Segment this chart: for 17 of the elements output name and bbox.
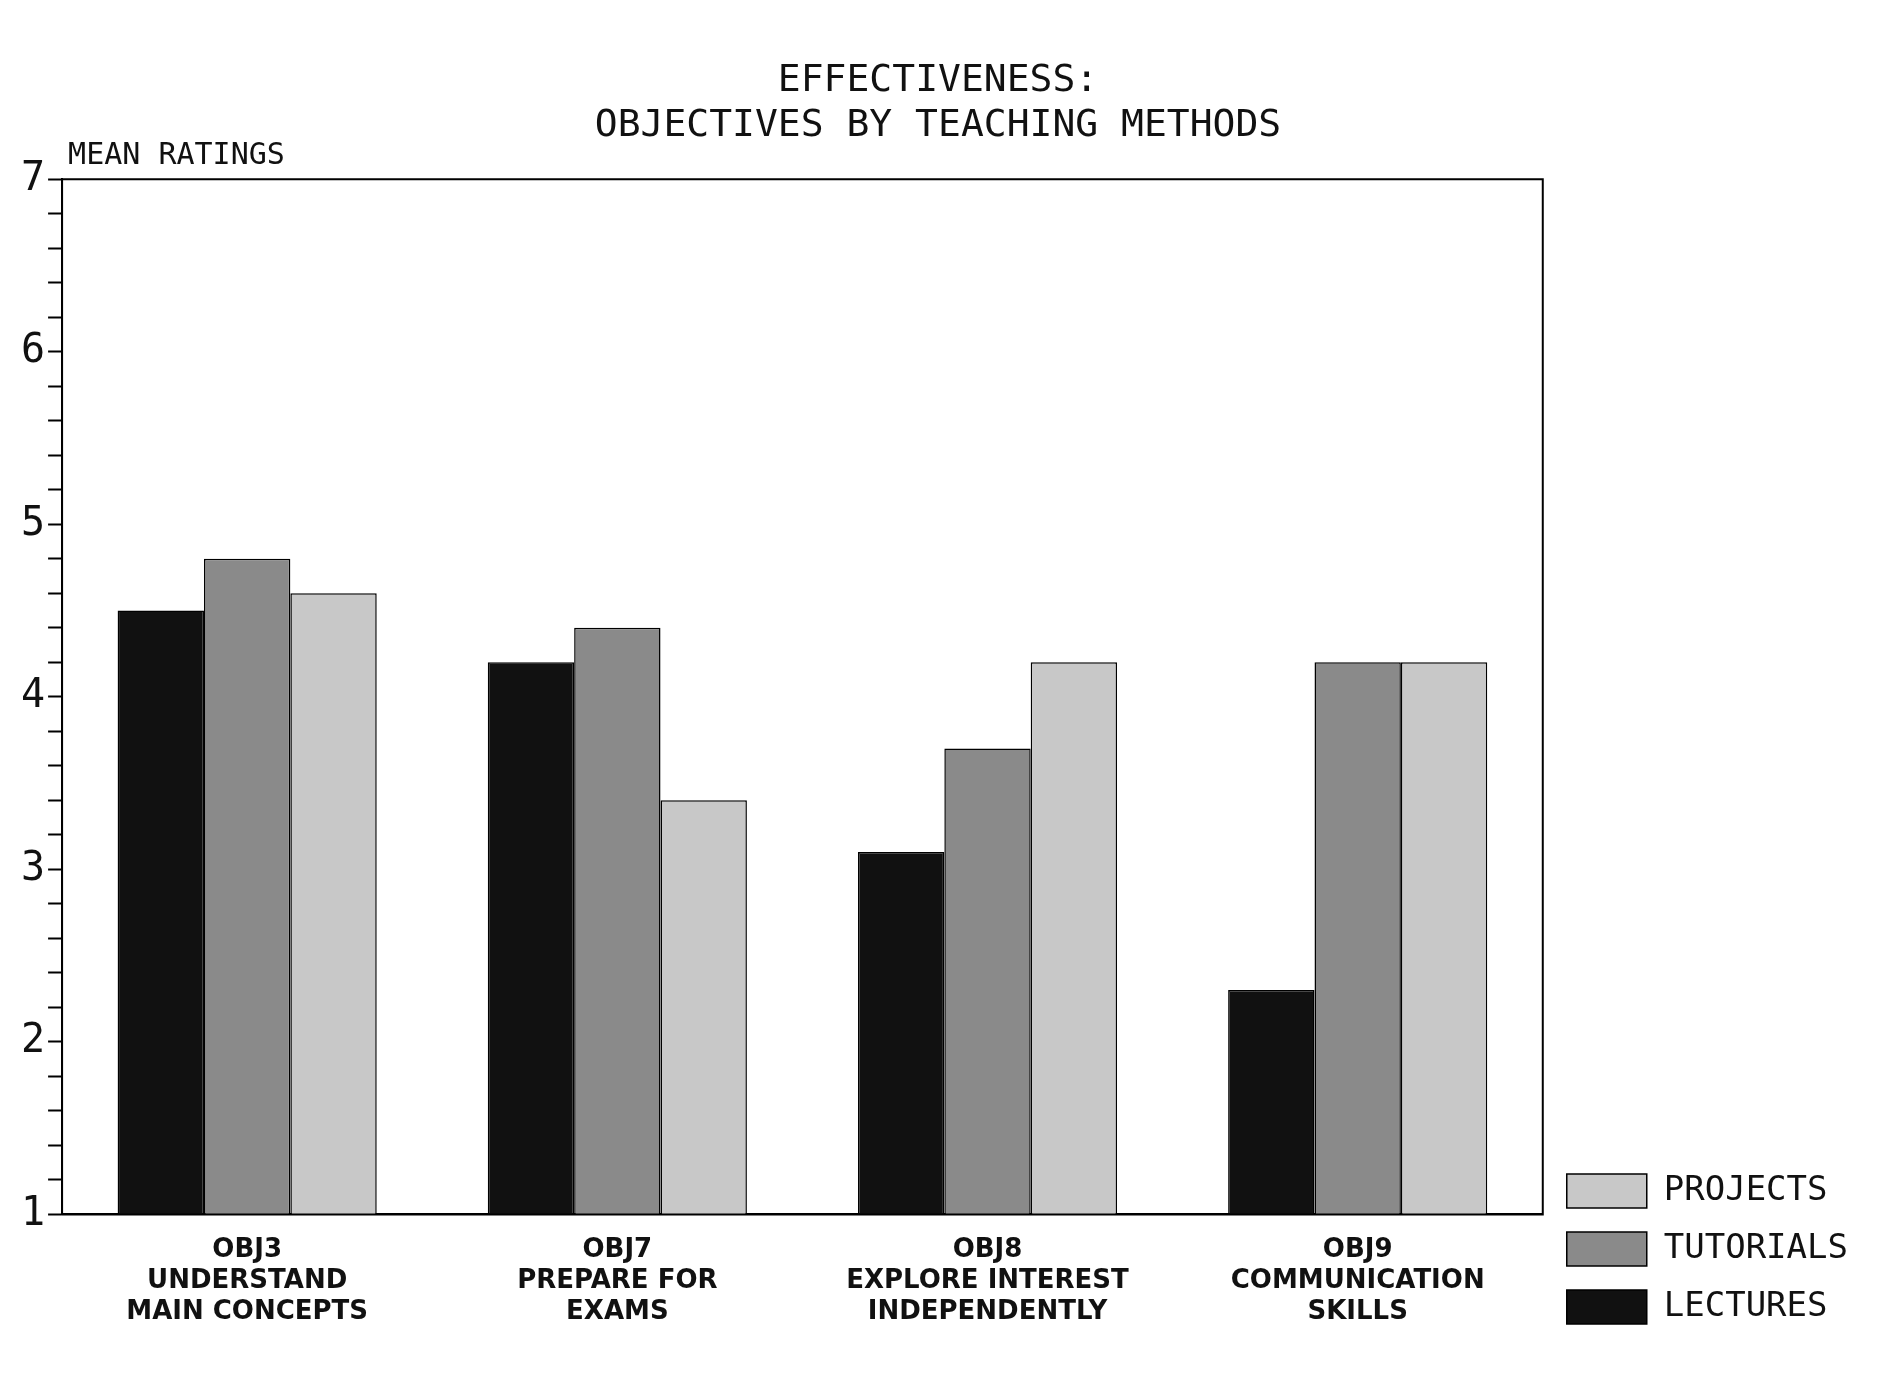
chart-title: EFFECTIVENESS:: [777, 55, 1099, 100]
x-tick-label: OBJ7 PREPARE FOR EXAMS: [517, 1232, 718, 1326]
x-tick-label: OBJ3 UNDERSTAND MAIN CONCEPTS: [126, 1232, 369, 1326]
y-tick-label: 3: [20, 842, 46, 889]
y-tick-label: 2: [20, 1015, 46, 1062]
y-tick-label: 4: [20, 670, 46, 717]
y-tick-label: 6: [20, 325, 46, 372]
y-axis-title: MEAN RATINGS: [68, 136, 285, 171]
y-tick-label: 7: [20, 152, 46, 199]
x-tick-label: OBJ9 COMMUNICATION SKILLS: [1230, 1232, 1485, 1326]
chart-subtitle: OBJECTIVES BY TEACHING METHODS: [594, 101, 1282, 146]
y-tick-label: 1: [20, 1187, 46, 1234]
legend-label: PROJECTS: [1663, 1167, 1828, 1208]
legend-label: TUTORIALS: [1663, 1225, 1849, 1266]
y-tick-label: 5: [20, 497, 46, 544]
legend-label: LECTURES: [1663, 1283, 1828, 1324]
x-tick-label: OBJ8 EXPLORE INTEREST INDEPENDENTLY: [846, 1232, 1130, 1326]
